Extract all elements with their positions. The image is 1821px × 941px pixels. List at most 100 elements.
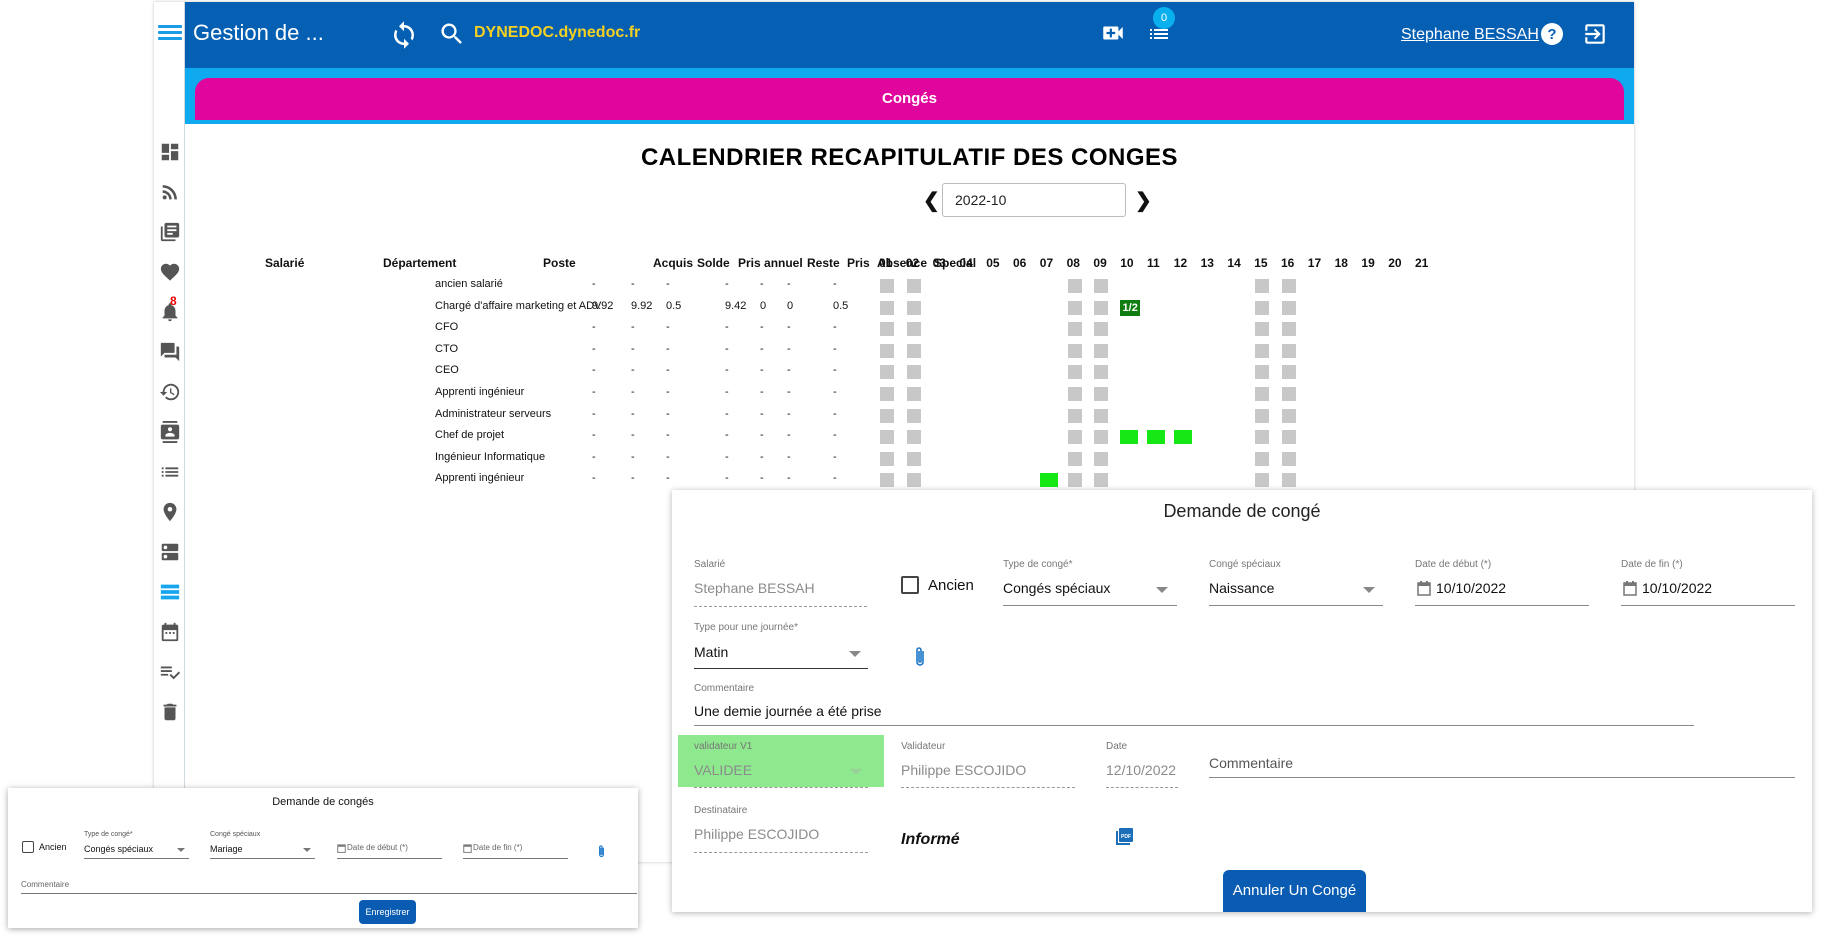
validateur-v1-chevron-down-icon[interactable] xyxy=(850,769,862,775)
day-header-17: 17 xyxy=(1307,256,1322,270)
small-commentaire-field[interactable]: Commentaire xyxy=(21,880,70,889)
month-input[interactable]: 2022-10 xyxy=(942,183,1126,217)
small-type-conge-select[interactable]: Congés spéciaux xyxy=(84,844,154,854)
commentaire-validateur-field[interactable]: Commentaire xyxy=(1209,755,1294,771)
demande-conge-dialog: Demande de congé Salarié Stephane BESSAH… xyxy=(672,490,1812,912)
cell-reste: - xyxy=(725,450,729,463)
salarie-field: Stephane BESSAH xyxy=(694,580,815,596)
search-icon[interactable] xyxy=(438,20,466,48)
small-attachment-paperclip-icon[interactable] xyxy=(597,844,606,859)
dns-server-icon[interactable] xyxy=(154,532,185,572)
calendar-icon[interactable] xyxy=(154,612,185,652)
contact-card-icon[interactable] xyxy=(154,412,185,452)
tab-conges[interactable]: Congés xyxy=(195,78,1624,120)
small-date-debut-field[interactable]: Date de début (*) xyxy=(347,843,408,852)
day-header-13: 13 xyxy=(1200,256,1214,270)
weekend-cell xyxy=(906,279,921,293)
list-icon[interactable] xyxy=(154,452,185,492)
cell-reste: - xyxy=(725,321,729,334)
pdf-icon[interactable]: PDF xyxy=(1115,827,1135,847)
type-journee-chevron-down-icon[interactable] xyxy=(849,651,861,657)
cell-pris-annuel: - xyxy=(666,386,670,398)
validateur-v1-label: validateur V1 xyxy=(694,741,753,752)
weekend-cell xyxy=(1094,451,1109,466)
location-pin-icon[interactable] xyxy=(154,492,185,532)
hamburger-menu-icon[interactable] xyxy=(158,22,182,46)
commentaire-validateur-underline xyxy=(1209,777,1795,778)
enregistrer-button[interactable]: Enregistrer xyxy=(359,900,416,924)
small-type-conge-chevron-down-icon[interactable] xyxy=(177,848,185,852)
weekend-cell xyxy=(1255,300,1270,315)
date-debut-calendar-icon[interactable] xyxy=(1417,580,1431,596)
ancien-checkbox[interactable] xyxy=(901,576,919,594)
date-debut-field[interactable]: 10/10/2022 xyxy=(1436,580,1507,596)
weekend-cell xyxy=(1067,343,1082,358)
small-conge-speciaux-chevron-down-icon[interactable] xyxy=(303,848,311,852)
weekend-cell xyxy=(906,300,921,315)
day-header-20: 20 xyxy=(1388,256,1402,270)
small-date-fin-calendar-icon[interactable] xyxy=(463,843,472,853)
app-title[interactable]: Gestion de ... xyxy=(193,20,324,45)
date-validation-label: Date xyxy=(1106,741,1128,752)
small-type-conge-label: Type de congé* xyxy=(84,831,133,838)
forum-icon[interactable] xyxy=(154,332,185,372)
svg-text:?: ? xyxy=(1547,26,1556,43)
type-conge-select[interactable]: Congés spéciaux xyxy=(1003,580,1111,596)
weekend-cell xyxy=(1067,451,1082,466)
month-prev-chevron-icon[interactable]: ❮ xyxy=(923,190,940,212)
day-header-02: 02 xyxy=(905,256,920,270)
sync-icon[interactable] xyxy=(389,20,419,50)
small-date-fin-field[interactable]: Date de fin (*) xyxy=(473,843,523,852)
help-icon[interactable]: ? xyxy=(1540,22,1564,46)
small-dialog-title: Demande de congés xyxy=(272,796,374,808)
weekend-cell xyxy=(880,387,894,401)
trash-icon[interactable] xyxy=(154,692,185,732)
full-day-leave-cell[interactable] xyxy=(1173,430,1192,445)
cell-pris: - xyxy=(760,450,764,463)
playlist-check-icon[interactable] xyxy=(154,652,185,692)
date-fin-calendar-icon[interactable] xyxy=(1623,580,1637,596)
date-fin-field[interactable]: 10/10/2022 xyxy=(1642,580,1713,596)
day-header-18: 18 xyxy=(1334,256,1348,270)
small-ancien-checkbox[interactable] xyxy=(22,841,34,853)
cell-pris-annuel: - xyxy=(666,472,670,485)
small-conge-speciaux-select[interactable]: Mariage xyxy=(210,844,243,854)
logout-icon[interactable] xyxy=(1581,21,1609,47)
library-books-icon[interactable] xyxy=(154,212,185,252)
conge-speciaux-select[interactable]: Naissance xyxy=(1209,580,1275,596)
full-day-leave-cell[interactable] xyxy=(1039,473,1058,488)
dashboard-icon[interactable] xyxy=(154,132,185,172)
heart-icon[interactable] xyxy=(154,252,185,292)
rss-feed-icon[interactable] xyxy=(154,172,185,212)
date-fin-label: Date de fin (*) xyxy=(1621,559,1683,570)
half-day-leave-cell[interactable]: 1/2 xyxy=(1120,299,1141,316)
full-day-leave-cell[interactable] xyxy=(1147,430,1165,445)
validateur-v1-select[interactable]: VALIDEE xyxy=(694,762,753,778)
month-next-chevron-icon[interactable]: ❯ xyxy=(1135,190,1152,212)
full-day-leave-cell[interactable] xyxy=(1120,430,1139,445)
cell-solde: - xyxy=(631,429,635,442)
storage-icon[interactable] xyxy=(154,572,185,612)
header-special: Special xyxy=(934,256,977,270)
cell-poste: Apprenti ingénieur xyxy=(435,472,525,485)
conge-speciaux-chevron-down-icon[interactable] xyxy=(1363,587,1375,593)
history-icon[interactable] xyxy=(154,372,185,412)
day-header-12: 12 xyxy=(1173,256,1188,270)
cell-pris-annuel: 0.5 xyxy=(666,299,682,312)
date-debut-underline xyxy=(1415,605,1589,606)
type-conge-chevron-down-icon[interactable] xyxy=(1156,587,1168,593)
user-name-link[interactable]: Stephane BESSAH xyxy=(1401,26,1539,43)
commentaire-field[interactable]: Une demie journée a été prise xyxy=(694,703,882,719)
cell-poste: Ingénieur Informatique xyxy=(435,450,546,463)
task-list-icon[interactable] xyxy=(1146,22,1172,46)
cell-reste: - xyxy=(725,278,729,290)
domain-link[interactable]: DYNEDOC.dynedoc.fr xyxy=(474,24,641,41)
weekend-cell xyxy=(906,387,921,401)
video-call-add-icon[interactable] xyxy=(1099,20,1127,46)
small-date-debut-calendar-icon[interactable] xyxy=(337,843,346,853)
annuler-conge-button[interactable]: Annuler Un Congé xyxy=(1223,870,1366,912)
type-journee-select[interactable]: Matin xyxy=(694,644,729,660)
bell-icon[interactable]: 8 xyxy=(154,292,185,332)
small-date-debut-underline xyxy=(337,858,442,859)
attachment-paperclip-icon[interactable] xyxy=(913,645,927,669)
